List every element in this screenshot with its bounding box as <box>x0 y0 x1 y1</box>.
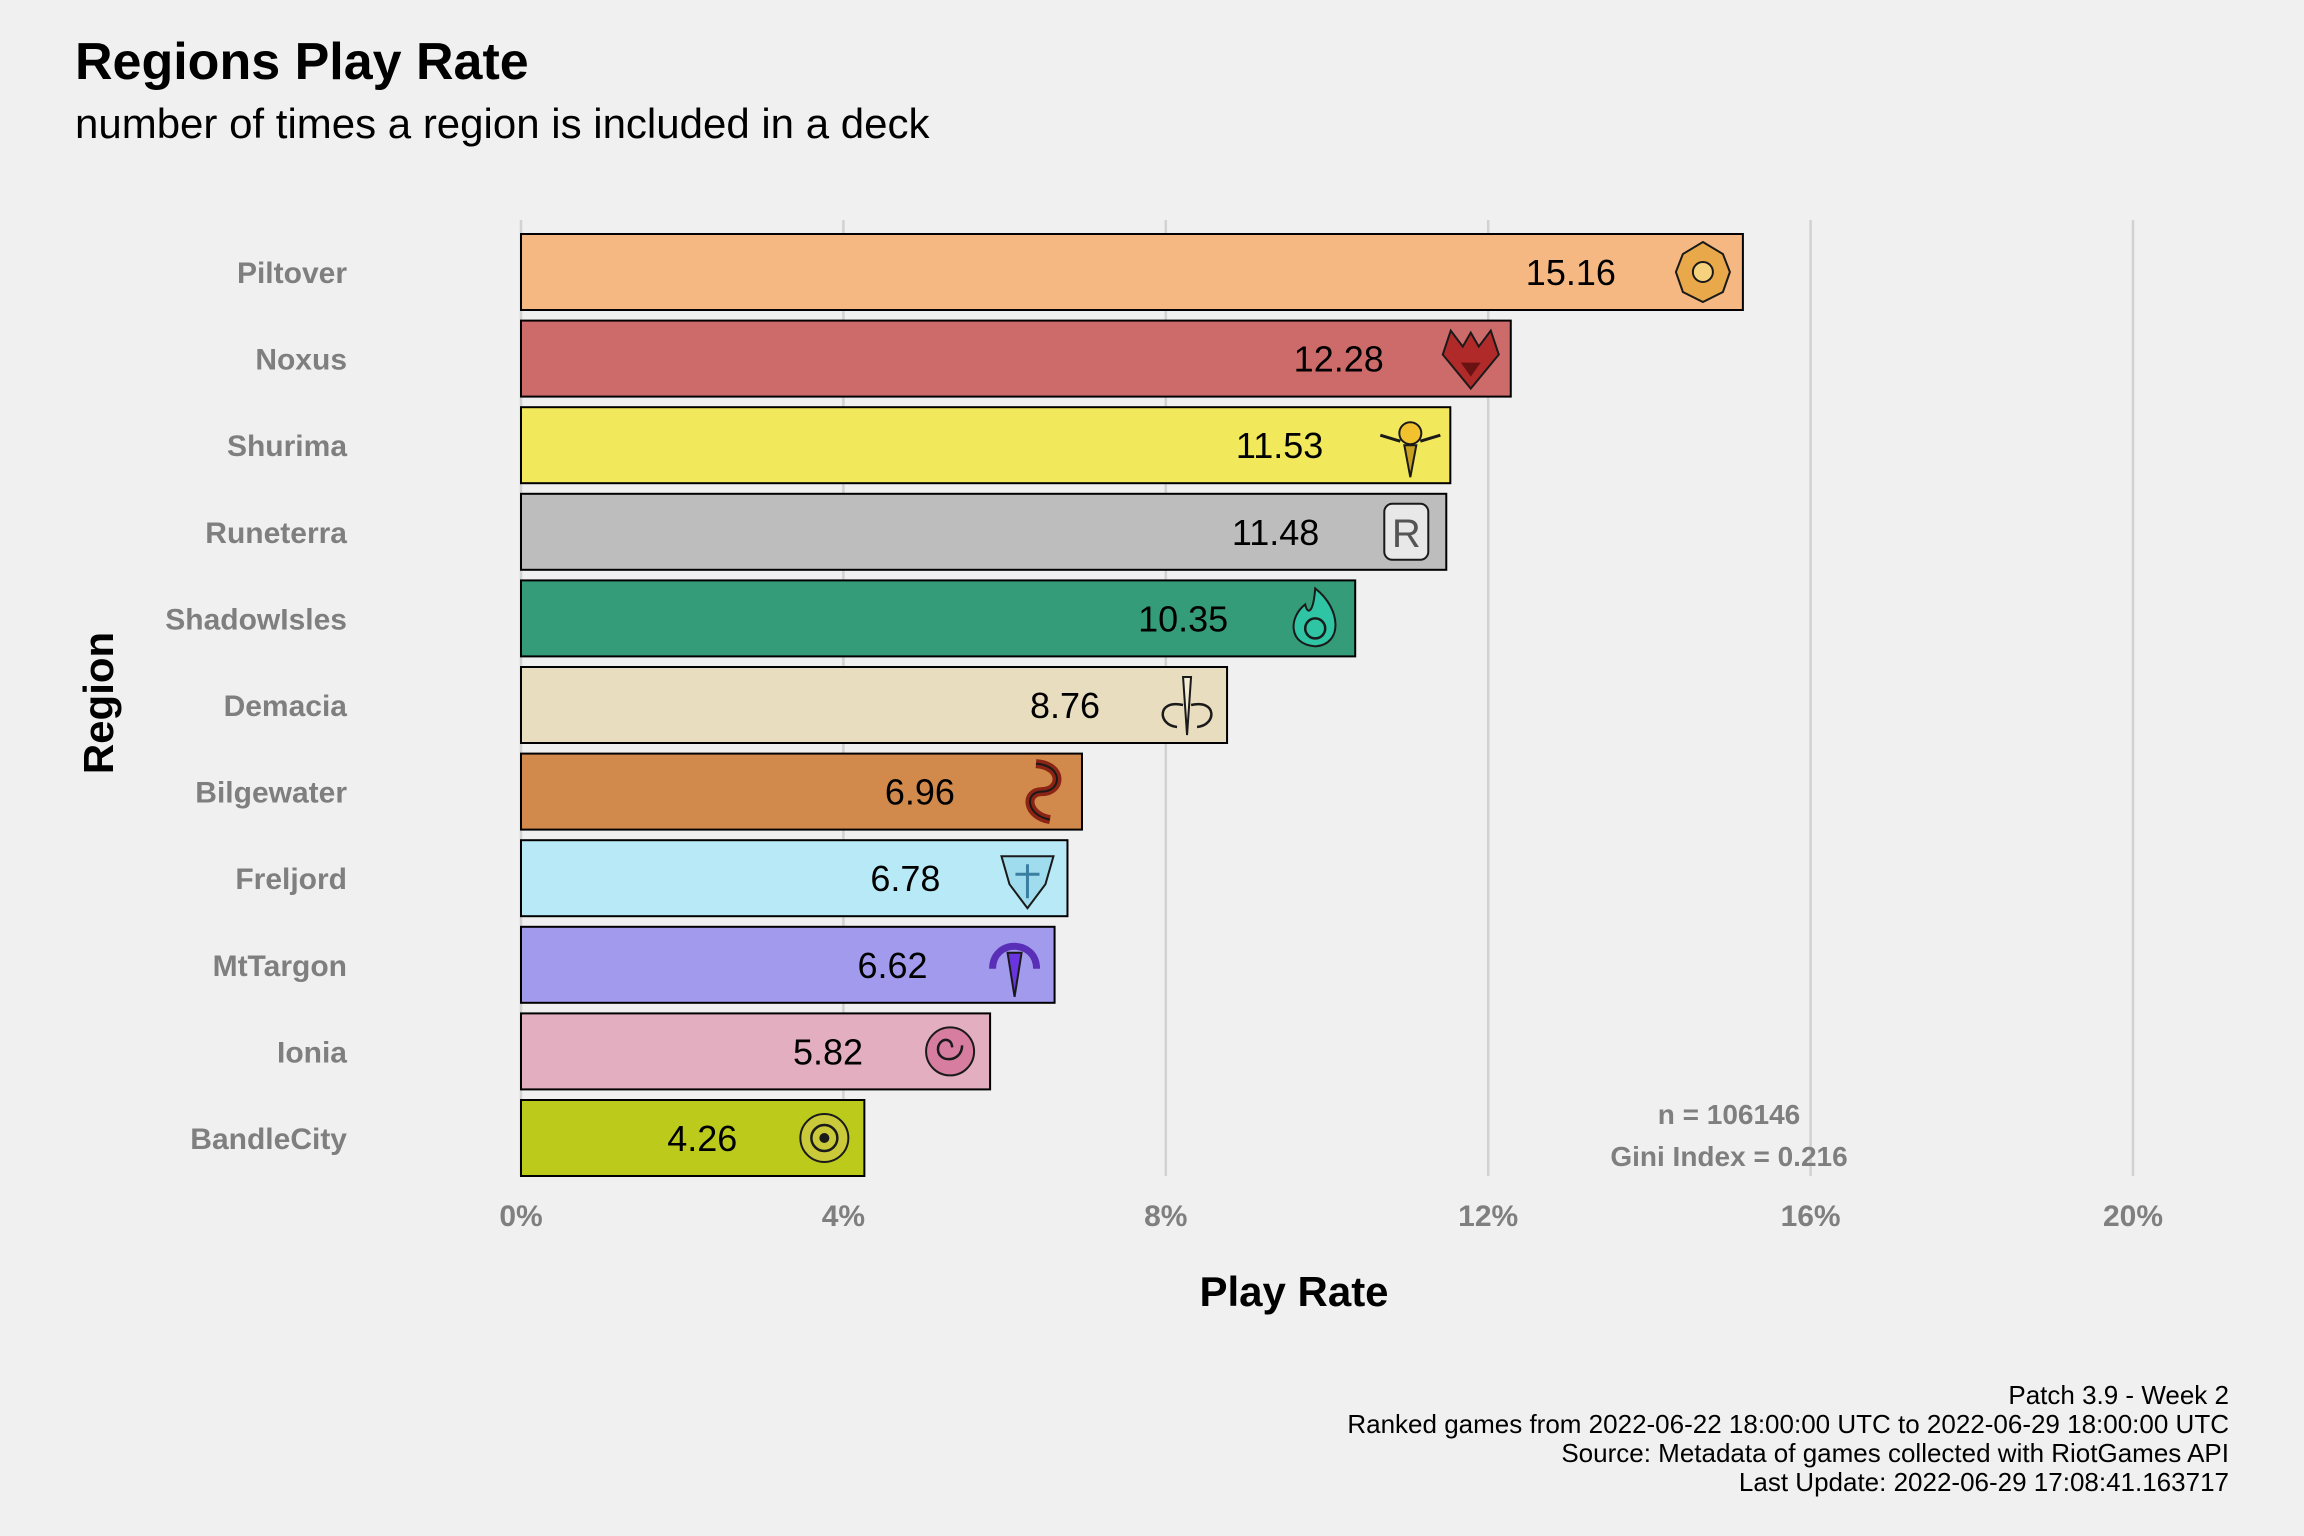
label-layer: 0% 4% 8% 12% 16% 20% Piltover 15.16 Noxus 12.28 Sh… <box>165 240 2163 1233</box>
ionia-icon <box>925 1026 976 1077</box>
mttargon-icon <box>989 942 1041 997</box>
x-tick-label: 0% <box>499 1200 542 1233</box>
bandlecity-icon <box>799 1113 850 1163</box>
caption-line-1: Patch 3.9 - Week 2 <box>2008 1380 2229 1410</box>
y-tick-label: Piltover <box>237 257 347 290</box>
bar-value-label: 8.76 <box>1030 685 1100 726</box>
bar-bandlecity <box>520 1099 866 1177</box>
y-tick-label: MtTargon <box>213 950 347 983</box>
bar-value-label: 4.26 <box>667 1118 737 1159</box>
chart-subtitle: number of times a region is included in … <box>75 100 930 147</box>
bar-bilgewater <box>520 752 1083 831</box>
bilgewater-icon <box>1025 759 1062 825</box>
caption-line-3: Source: Metadata of games collected with… <box>1561 1438 2229 1468</box>
bar-runeterra <box>520 492 1448 571</box>
x-tick-label: 16% <box>1781 1200 1841 1233</box>
x-tick-label: 20% <box>2103 1200 2163 1233</box>
annotation-n: n = 106146 <box>1658 1099 1800 1130</box>
svg-text:R: R <box>1392 512 1421 556</box>
freljord-icon <box>1000 855 1055 910</box>
y-tick-label: ShadowIsles <box>165 603 347 636</box>
x-tick-label: 4% <box>822 1200 865 1233</box>
bar-noxus <box>520 319 1512 398</box>
bar-value-label: 5.82 <box>793 1031 863 1072</box>
caption-line-2: Ranked games from 2022-06-22 18:00:00 UT… <box>1347 1409 2229 1439</box>
y-tick-label: Ionia <box>277 1036 347 1069</box>
bar-value-label: 12.28 <box>1294 339 1384 380</box>
bar-demacia <box>520 666 1229 744</box>
caption-line-4: Last Update: 2022-06-29 17:08:41.163717 <box>1738 1467 2229 1497</box>
y-tick-label: Shurima <box>227 430 347 463</box>
demacia-icon <box>1161 676 1213 736</box>
shadowisles-icon <box>1292 586 1337 648</box>
runeterra-icon: R <box>1383 502 1430 561</box>
bar-value-label: 6.78 <box>870 858 940 899</box>
bar-shadowisles <box>520 579 1357 658</box>
chart-title: Regions Play Rate <box>75 33 529 91</box>
bar-piltover <box>520 233 1744 311</box>
x-tick-label: 8% <box>1144 1200 1187 1233</box>
bar-value-label: 11.48 <box>1232 512 1319 553</box>
bar-shurima <box>520 406 1452 485</box>
bar-ionia <box>520 1012 992 1091</box>
bar-freljord <box>520 839 1069 918</box>
caption: Patch 3.9 - Week 2 Ranked games from 202… <box>1347 1381 2229 1497</box>
x-tick-label: 12% <box>1458 1200 1518 1233</box>
y-tick-label: BandleCity <box>190 1123 347 1156</box>
y-tick-label: Runeterra <box>205 517 347 550</box>
bar-value-label: 10.35 <box>1138 598 1228 639</box>
y-tick-label: Demacia <box>224 690 348 723</box>
bar-value-label: 6.96 <box>885 772 955 813</box>
y-tick-label: Freljord <box>235 863 347 896</box>
bar-value-label: 6.62 <box>857 945 927 986</box>
x-axis-title: Play Rate <box>1199 1268 1388 1315</box>
y-axis-title: Region <box>75 632 122 774</box>
annotation-gini: Gini Index = 0.216 <box>1610 1141 1847 1172</box>
noxus-icon <box>1441 328 1500 391</box>
bar-value-label: 11.53 <box>1236 425 1323 466</box>
bar-mttargon <box>520 925 1056 1004</box>
bar-value-label: 15.16 <box>1526 252 1616 293</box>
y-tick-label: Bilgewater <box>195 777 347 810</box>
bar-layer <box>520 233 1744 1177</box>
shurima-icon <box>1379 421 1441 478</box>
y-tick-label: Noxus <box>255 344 347 377</box>
piltover-icon <box>1674 240 1731 304</box>
